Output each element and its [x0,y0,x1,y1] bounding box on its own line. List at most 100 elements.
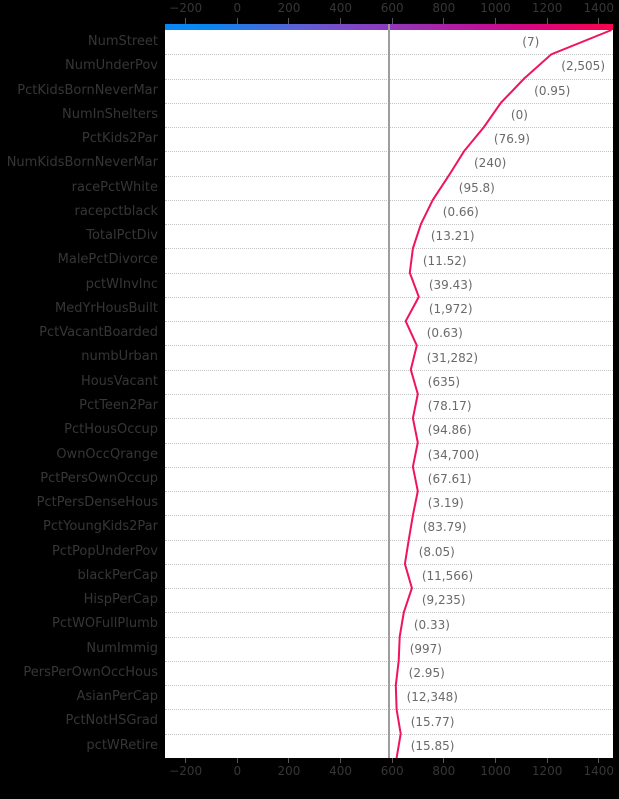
value-annotation: (7) [522,35,540,50]
top-axis-tick-label: 1000 [480,1,511,15]
top-axis-tick [598,18,600,24]
value-annotation: (94.86) [427,423,472,438]
feature-label: PctPersDenseHous [36,495,158,511]
top-axis-tick-label: −200 [169,1,203,15]
feature-label: PctWOFullPlumb [51,616,158,632]
feature-label: NumKidsBornNeverMar [6,155,158,171]
top-axis-tick-label: 1200 [531,1,563,15]
top-axis-tick [340,18,342,24]
bottom-axis-tick-label: 0 [233,764,242,778]
decision-line-path [394,29,612,759]
value-annotation: (83.79) [422,520,467,535]
feature-label: PctPopUnderPov [51,543,158,559]
feature-label: MedYrHousBuilt [55,300,158,316]
top-axis-tick [288,18,290,24]
value-annotation: (3.19) [427,496,464,511]
feature-label: PctPersOwnOccup [40,470,158,486]
feature-label: AsianPerCap [76,689,159,705]
value-annotation: (11,566) [421,569,474,583]
value-annotation: (8.05) [418,544,455,559]
bottom-axis-tick [391,758,393,763]
feature-label: HousVacant [80,373,158,389]
bottom-axis-tick-label: 800 [432,764,456,778]
feature-label: OwnOccQrange [56,446,158,462]
top-axis-tick-label: 800 [432,1,456,15]
bottom-axis-tick [185,758,187,763]
value-annotation: (0.33) [413,617,450,632]
top-axis-tick [443,18,445,24]
feature-label: PctVacantBoarded [39,325,158,341]
feature-label: PctNotHSGrad [65,713,158,729]
value-annotation: (9,235) [421,593,466,608]
value-annotation: (0) [510,107,528,122]
value-annotation: (11.52) [422,253,467,268]
base-value-line [388,24,391,758]
decision-line [394,29,612,759]
value-annotation: (635) [427,374,461,389]
value-annotation: (15.77) [410,714,455,729]
value-annotation: (95.8) [458,180,495,195]
bottom-axis-tick-label: 1400 [583,764,615,778]
top-axis-tick-label: 600 [380,1,404,15]
feature-label: numbUrban [81,349,158,365]
feature-label: PctHousOccup [64,422,158,438]
value-annotation: (240) [474,156,507,171]
value-annotation: (1,972) [428,302,473,317]
feature-label: racepctblack [74,203,158,219]
feature-label: pctWRetire [86,737,158,753]
bottom-axis-tick [443,758,445,763]
top-axis-tick [391,18,393,24]
value-annotation: (0.63) [426,326,463,341]
feature-label: PctKidsBornNeverMar [17,82,158,98]
value-annotation: (15.85) [410,738,455,753]
bottom-axis-tick [288,758,290,763]
feature-label: NumStreet [87,34,158,49]
top-axis-tick [495,18,496,24]
feature-label: MalePctDivorce [57,252,158,268]
feature-label: HispPerCap [83,592,158,608]
value-annotation: (39.43) [428,277,473,292]
top-axis-tick [236,18,238,24]
bottom-axis-tick-label: 1200 [531,764,563,778]
top-axis-tick-label: 200 [277,1,301,15]
bottom-axis-tick [340,758,342,763]
top-axis-tick [185,18,187,24]
value-annotation: (2.95) [408,666,445,681]
value-annotation: (12,348) [406,690,458,705]
bottom-axis-tick [495,758,496,763]
bottom-axis-tick-label: 400 [329,764,353,778]
bottom-axis-tick [598,758,600,763]
value-annotation: (34,700) [427,447,480,462]
feature-label: PersPerOwnOccHous [23,664,158,680]
value-annotation: (13.21) [430,229,475,244]
top-axis-tick-label: 0 [233,1,242,15]
value-annotation: (0.66) [442,205,479,219]
feature-label: PctYoungKids2Par [43,519,158,535]
value-annotation: (31,282) [426,350,479,365]
feature-label: NumInShelters [61,106,158,122]
feature-label: PctTeen2Par [79,398,158,413]
top-axis-tick-label: 1400 [583,1,615,15]
plot-area: (7) (2,505) (0.95) (0) (76.9) (240) (95.8) (0.6… [165,24,613,759]
bottom-axis-tick [236,758,238,763]
bottom-axis-tick-label: 1000 [480,764,511,778]
feature-label: NumUnderPov [65,58,158,74]
bottom-axis-tick-label: 600 [380,764,404,778]
feature-label: blackPerCap [77,567,158,583]
value-annotation: (67.61) [427,471,472,486]
value-annotation: (0.95) [534,83,571,98]
top-axis-tick-label: 400 [329,1,353,15]
value-annotation: (997) [409,641,442,656]
bottom-axis-tick-label: 200 [277,764,301,778]
feature-label: racePctWhite [71,179,158,195]
value-annotation: (2,505) [561,59,605,74]
feature-label: NumImmig [86,640,158,656]
top-axis-tick [546,18,548,24]
feature-label: PctKids2Par [81,131,158,147]
bottom-axis-tick [546,758,548,763]
value-annotation: (78.17) [427,399,472,414]
feature-label: TotalPctDiv [86,228,158,244]
value-annotation: (76.9) [493,132,530,147]
bottom-axis-tick-label: −200 [169,764,203,778]
